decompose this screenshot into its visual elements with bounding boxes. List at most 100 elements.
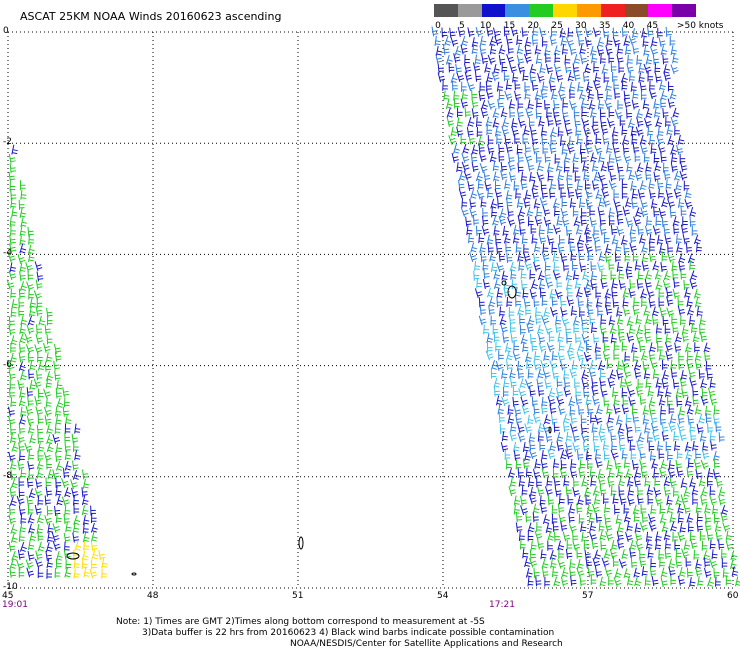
wind-barb: [557, 332, 564, 343]
wind-barb: [577, 495, 584, 506]
wind-barb: [500, 161, 508, 172]
wind-barb: [718, 495, 726, 506]
wind-barb: [53, 360, 60, 371]
wind-barb: [499, 423, 506, 435]
wind-barb: [629, 71, 635, 82]
wind-barb: [578, 405, 585, 416]
wind-barb: [609, 215, 615, 226]
wind-barb: [602, 350, 611, 361]
wind-barb: [709, 539, 716, 550]
wind-barb: [649, 566, 657, 577]
wind-barb: [590, 575, 597, 586]
wind-barb: [535, 108, 542, 119]
wind-barb: [600, 314, 607, 326]
wind-barb: [616, 215, 624, 226]
wind-barb: [636, 117, 644, 128]
wind-barb: [523, 125, 530, 136]
wind-barb: [501, 431, 509, 442]
wind-barb: [714, 521, 722, 532]
wind-barb: [678, 566, 686, 577]
wind-barb: [657, 144, 666, 155]
wind-barb: [98, 550, 106, 561]
wind-barb: [649, 89, 657, 100]
wind-barb: [662, 369, 669, 380]
wind-barb: [700, 395, 709, 406]
wind-barb: [27, 504, 34, 515]
legend-label: 30: [575, 21, 587, 31]
wind-barb: [507, 161, 516, 172]
wind-barb: [665, 333, 672, 344]
wind-barb: [10, 342, 16, 353]
wind-barb: [626, 476, 634, 487]
wind-barb: [713, 513, 720, 524]
wind-barb: [585, 341, 592, 352]
lon-tick-label: 51: [292, 591, 304, 601]
wind-barb: [616, 226, 625, 236]
wind-barb: [646, 432, 653, 443]
wind-barb: [544, 152, 551, 163]
wind-barb: [476, 189, 485, 200]
wind-barb: [547, 530, 555, 541]
wind-barb: [510, 422, 517, 433]
wind-barb: [592, 117, 599, 128]
wind-barb: [552, 198, 560, 209]
wind-barb: [665, 116, 671, 127]
wind-barb: [35, 334, 44, 344]
wind-barb: [640, 504, 647, 515]
wind-barb: [694, 359, 702, 370]
wind-barb: [591, 503, 600, 514]
wind-barb: [503, 233, 511, 244]
wind-barb: [9, 352, 17, 363]
wind-barb: [543, 216, 552, 227]
wind-barb: [553, 63, 562, 74]
wind-barb: [600, 368, 606, 379]
wind-barb: [475, 27, 484, 37]
wind-barb: [595, 458, 603, 469]
wind-barb: [634, 368, 642, 379]
wind-barb: [573, 53, 581, 64]
legend-label: 40: [622, 21, 635, 31]
wind-barb: [516, 197, 524, 208]
wind-barb: [504, 90, 513, 101]
wind-barb: [448, 135, 457, 145]
wind-barb: [540, 503, 548, 514]
wind-barb: [616, 369, 624, 380]
wind-barb: [487, 54, 496, 65]
wind-barb: [470, 242, 478, 253]
wind-barb: [25, 559, 34, 570]
wind-barb: [560, 449, 568, 460]
wind-barb: [456, 107, 463, 118]
wind-barb: [36, 424, 44, 435]
wind-barb: [82, 532, 90, 543]
wind-barb: [471, 37, 479, 48]
wind-barb: [81, 558, 88, 570]
wind-barb: [591, 180, 599, 191]
wind-barb: [524, 45, 532, 56]
wind-barb: [686, 512, 694, 523]
wind-barb: [642, 405, 650, 416]
wind-barb: [52, 469, 60, 480]
wind-barb: [25, 261, 33, 272]
wind-barb: [480, 197, 487, 208]
wind-barb: [620, 72, 628, 83]
wind-barb: [37, 541, 45, 552]
wind-barb: [585, 557, 593, 568]
wind-barb: [713, 414, 720, 425]
wind-barb: [441, 27, 448, 38]
wind-barb: [606, 404, 613, 415]
wind-barb: [486, 234, 494, 245]
wind-barb: [622, 143, 630, 154]
wind-barb: [6, 279, 15, 290]
wind-barb: [707, 423, 714, 434]
wind-barb: [675, 332, 682, 343]
wind-barb: [9, 163, 16, 174]
wind-barb: [628, 287, 636, 298]
wind-barb: [37, 433, 44, 444]
wind-barb: [506, 459, 512, 470]
wind-barb: [575, 27, 583, 38]
wind-barb: [605, 305, 613, 316]
wind-barb: [634, 468, 642, 478]
wind-barb: [503, 287, 511, 298]
wind-barb: [614, 504, 620, 515]
wind-barb: [591, 53, 598, 64]
